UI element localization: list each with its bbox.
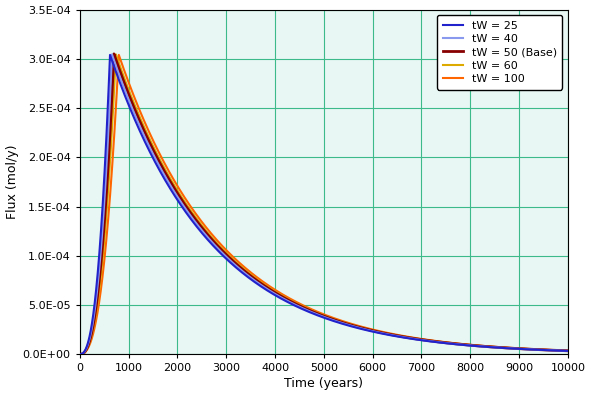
tW = 50 (Base)	[96, 271, 103, 276]
tW = 40	[108, 52, 115, 57]
Line: tW = 40: tW = 40	[80, 54, 568, 354]
tW = 60	[79, 352, 86, 356]
Legend: tW = 25, tW = 40, tW = 50 (Base), tW = 60, tW = 100: tW = 25, tW = 40, tW = 50 (Base), tW = 6…	[437, 15, 563, 89]
tW = 25	[315, 313, 322, 318]
tW = 50 (Base)	[538, 347, 545, 352]
tW = 40	[96, 259, 103, 263]
tW = 50 (Base)	[172, 188, 179, 193]
tW = 25	[96, 243, 103, 248]
tW = 25	[564, 348, 571, 353]
tW = 25	[172, 194, 179, 199]
Y-axis label: Flux (mol/y): Flux (mol/y)	[5, 145, 18, 219]
tW = 25	[79, 351, 86, 356]
tW = 40	[538, 348, 545, 352]
tW = 60	[315, 311, 322, 316]
tW = 25	[538, 348, 545, 352]
tW = 60	[564, 348, 571, 353]
tW = 100	[564, 348, 571, 353]
tW = 60	[96, 282, 103, 286]
tW = 50 (Base)	[105, 149, 112, 154]
tW = 100	[315, 310, 322, 314]
tW = 25	[105, 78, 112, 83]
tW = 100	[115, 53, 122, 57]
tW = 100	[96, 294, 103, 299]
tW = 60	[538, 347, 545, 352]
tW = 100	[538, 347, 545, 352]
Line: tW = 25: tW = 25	[80, 55, 568, 354]
tW = 40	[564, 348, 571, 353]
tW = 100	[79, 352, 86, 356]
tW = 40	[172, 191, 179, 196]
tW = 60	[172, 185, 179, 190]
Line: tW = 60: tW = 60	[80, 54, 568, 354]
tW = 60	[112, 52, 119, 57]
tW = 40	[105, 118, 112, 122]
tW = 100	[105, 207, 112, 212]
tW = 60	[76, 352, 83, 357]
tW = 100	[76, 352, 83, 357]
tW = 50 (Base)	[564, 348, 571, 353]
tW = 40	[79, 352, 86, 356]
tW = 25	[76, 352, 83, 357]
Line: tW = 100: tW = 100	[80, 55, 568, 354]
tW = 40	[76, 352, 83, 357]
tW = 50 (Base)	[76, 352, 83, 357]
tW = 100	[172, 181, 179, 185]
tW = 60	[105, 176, 112, 181]
tW = 50 (Base)	[111, 51, 118, 56]
tW = 40	[315, 312, 322, 317]
tW = 25	[106, 53, 113, 57]
tW = 50 (Base)	[79, 352, 86, 356]
Line: tW = 50 (Base): tW = 50 (Base)	[80, 54, 568, 354]
X-axis label: Time (years): Time (years)	[284, 377, 363, 390]
tW = 50 (Base)	[315, 312, 322, 316]
